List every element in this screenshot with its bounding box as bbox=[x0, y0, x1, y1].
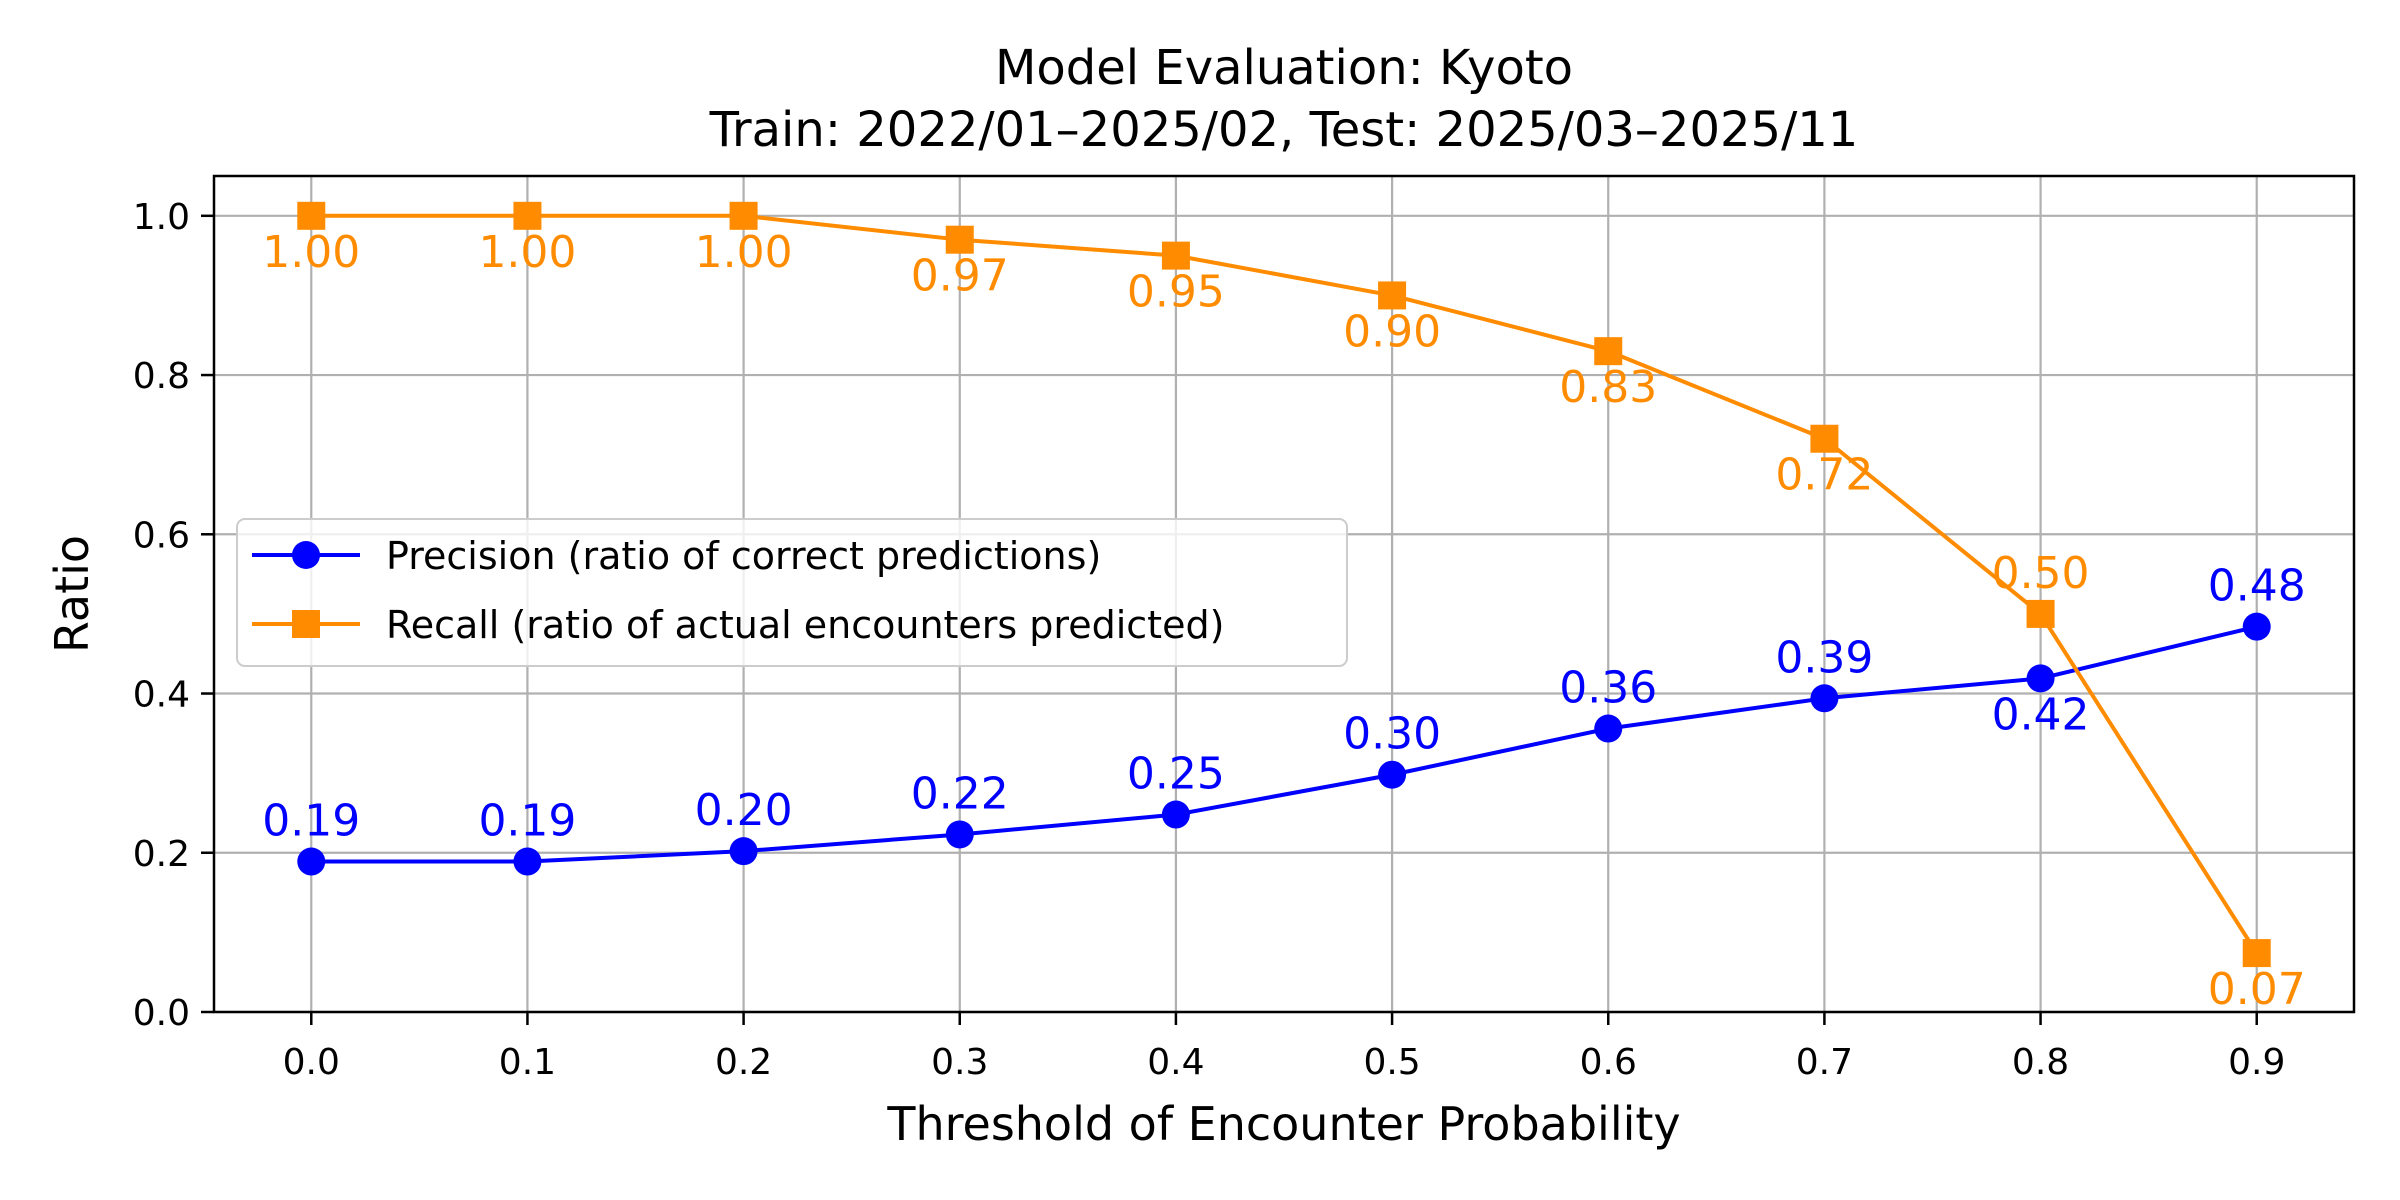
x-tick-label: 0.7 bbox=[1796, 1042, 1853, 1083]
data-label: 0.97 bbox=[911, 251, 1009, 302]
x-tick-label: 0.0 bbox=[283, 1042, 340, 1083]
series-precision bbox=[297, 612, 2271, 876]
data-point bbox=[1594, 714, 1623, 743]
x-tick-label: 0.6 bbox=[1580, 1042, 1637, 1083]
data-point bbox=[2242, 612, 2271, 641]
data-label: 0.07 bbox=[2208, 964, 2306, 1015]
data-labels-precision: 0.19 0.19 0.20 0.22 0.25 0.30 0.36 0.39 0.42 0.48 bbox=[262, 561, 2305, 847]
y-tick-label: 0.0 bbox=[133, 993, 190, 1034]
data-label: 0.20 bbox=[695, 785, 793, 836]
x-tick-label: 0.5 bbox=[1363, 1042, 1420, 1083]
data-point bbox=[945, 225, 974, 254]
series-line bbox=[311, 624, 2258, 864]
data-point bbox=[1810, 684, 1839, 713]
x-tick-label: 0.1 bbox=[499, 1042, 556, 1083]
plot-frame bbox=[212, 174, 2356, 1014]
data-point bbox=[1594, 337, 1623, 366]
data-label: 1.00 bbox=[478, 227, 576, 278]
data-label: 0.50 bbox=[1992, 548, 2090, 599]
data-point bbox=[1161, 241, 1190, 270]
legend-item-recall: Recall (ratio of actual encounters predi… bbox=[252, 603, 1224, 647]
x-tick-label: 0.8 bbox=[2012, 1042, 2069, 1083]
legend: Precision (ratio of correct predictions)… bbox=[236, 518, 1348, 667]
x-tick-label: 0.2 bbox=[715, 1042, 772, 1083]
x-tick-label: 0.4 bbox=[1147, 1042, 1204, 1083]
legend-label-precision: Precision (ratio of correct predictions) bbox=[386, 534, 1101, 578]
chart-subtitle: Train: 2022/01–2025/02, Test: 2025/03–20… bbox=[709, 102, 1859, 158]
legend-item-precision: Precision (ratio of correct predictions) bbox=[252, 534, 1101, 578]
data-label: 0.36 bbox=[1559, 663, 1657, 714]
data-point bbox=[945, 820, 974, 849]
data-point bbox=[297, 847, 326, 876]
data-label: 0.48 bbox=[2208, 561, 2306, 612]
y-axis-label: Ratio bbox=[45, 535, 99, 653]
data-label: 0.42 bbox=[1992, 689, 2090, 740]
y-tick-label: 1.0 bbox=[133, 197, 190, 238]
x-tick-label: 0.9 bbox=[2228, 1042, 2285, 1083]
data-label: 0.19 bbox=[262, 796, 360, 847]
data-point bbox=[729, 201, 758, 230]
data-point bbox=[2026, 599, 2055, 628]
legend-label-recall: Recall (ratio of actual encounters predi… bbox=[386, 603, 1224, 647]
chart-title: Model Evaluation: Kyoto bbox=[995, 40, 1573, 96]
x-tick-label: 0.3 bbox=[931, 1042, 988, 1083]
series-line bbox=[311, 213, 2259, 955]
legend-marker-circle-icon bbox=[292, 541, 320, 569]
data-label: 1.00 bbox=[262, 227, 360, 278]
y-tick-label: 0.4 bbox=[133, 675, 190, 716]
legend-marker-square-icon bbox=[292, 610, 320, 638]
data-point bbox=[2242, 939, 2271, 968]
y-tick-label: 0.8 bbox=[133, 356, 190, 397]
data-label: 0.19 bbox=[478, 796, 576, 847]
data-point bbox=[1378, 760, 1407, 789]
data-label: 0.90 bbox=[1343, 306, 1441, 357]
y-tick-label: 0.6 bbox=[133, 515, 190, 556]
data-point bbox=[729, 837, 758, 866]
data-label: 1.00 bbox=[695, 227, 793, 278]
axis-ticks: 0.0 0.1 0.2 0.3 0.4 0.5 0.6 0.7 0.8 0.9 0.0 0.2 0.4 0… bbox=[133, 197, 2286, 1083]
data-label: 0.25 bbox=[1127, 749, 1225, 800]
y-tick-label: 0.2 bbox=[133, 834, 190, 875]
x-axis-label: Threshold of Encounter Probability bbox=[886, 1097, 1680, 1151]
data-point bbox=[513, 201, 542, 230]
data-label: 0.72 bbox=[1775, 450, 1873, 501]
data-label: 0.30 bbox=[1343, 709, 1441, 760]
data-point bbox=[1161, 800, 1190, 829]
series-layer: 0.19 0.19 0.20 0.22 0.25 0.30 0.36 0.39 0.42 0.48… bbox=[262, 201, 2306, 1015]
data-labels-recall: 1.00 1.00 1.00 0.97 0.95 0.90 0.83 0.72 0.50 0.07 bbox=[262, 227, 2305, 1015]
data-point bbox=[297, 201, 326, 230]
data-point bbox=[1810, 424, 1839, 453]
data-label: 0.95 bbox=[1127, 267, 1225, 318]
data-label: 0.39 bbox=[1775, 632, 1873, 683]
data-label: 0.83 bbox=[1559, 362, 1657, 413]
data-label: 0.22 bbox=[911, 768, 1009, 819]
series-recall bbox=[297, 201, 2271, 968]
legend-box bbox=[236, 518, 1348, 667]
data-point bbox=[2026, 664, 2055, 693]
data-point bbox=[513, 847, 542, 876]
data-point bbox=[1378, 281, 1407, 310]
